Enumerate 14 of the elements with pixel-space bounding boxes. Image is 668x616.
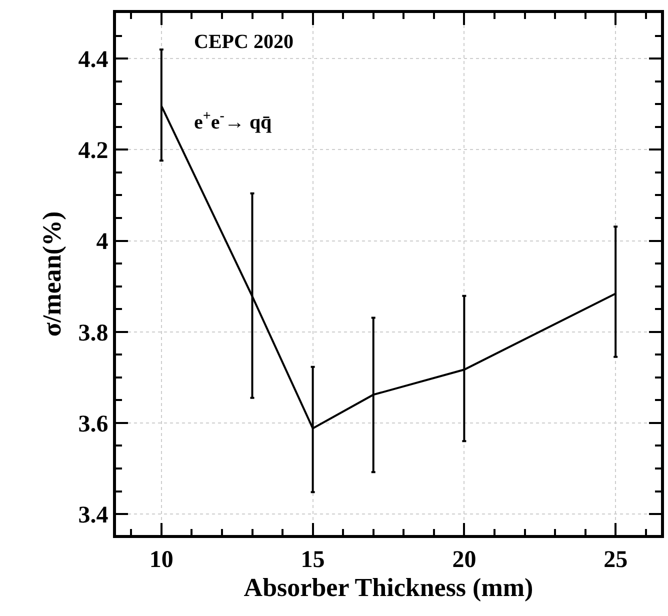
y-axis-title: σ/mean(%)	[38, 211, 67, 337]
y-tick-label: 3.4	[78, 502, 108, 528]
y-tick-label: 3.6	[78, 411, 108, 438]
annotation: CEPC 2020	[194, 31, 294, 53]
y-tick-label: 4.4	[78, 46, 108, 73]
y-tick-label: 4	[96, 229, 108, 256]
x-tick-label: 20	[452, 546, 476, 573]
annotation: e$^{+}$e$^{-}$→ qq̄	[194, 109, 272, 134]
x-tick-label: 10	[149, 546, 174, 573]
x-axis-title: Absorber Thickness (mm)	[244, 572, 534, 602]
x-tick-label: 25	[604, 546, 628, 573]
y-tick-label: 3.8	[78, 320, 108, 346]
x-tick-label: 15	[300, 546, 325, 573]
y-tick-label: 4.2	[78, 138, 108, 164]
